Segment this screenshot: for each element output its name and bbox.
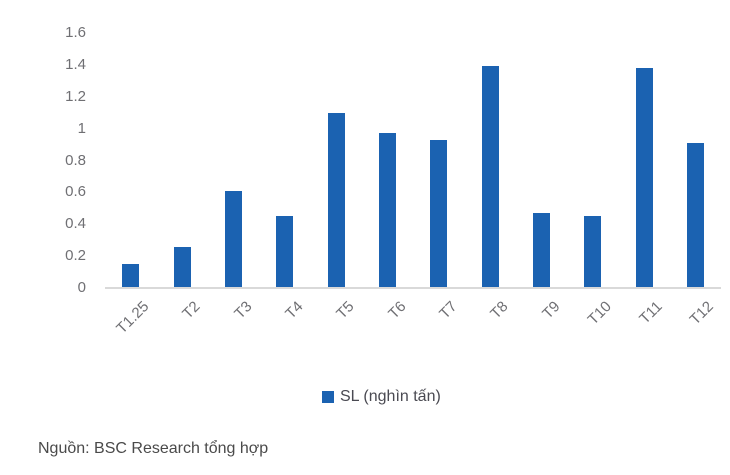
- y-axis-tick-label: 1.2: [65, 87, 86, 105]
- bar-T9: [532, 213, 550, 288]
- bar-T6: [378, 133, 396, 288]
- bar-T7: [430, 139, 448, 288]
- x-axis-label-T11: T11: [636, 298, 667, 328]
- y-axis-tick-label: 0.8: [65, 151, 86, 169]
- x-axis-label-T8: T8: [487, 298, 513, 323]
- x-axis-label-T12: T12: [687, 298, 718, 329]
- x-axis-label-T1.25: T1.25: [113, 298, 153, 338]
- source-note: Nguồn: BSC Research tổng hợp: [38, 440, 269, 457]
- x-axis-label-T4: T4: [282, 298, 307, 323]
- y-axis-tick-label: 1: [77, 119, 86, 137]
- y-axis-tick-label: 0.6: [65, 183, 86, 201]
- x-axis-label-T9: T9: [538, 298, 564, 323]
- x-axis-line: [105, 287, 721, 289]
- legend-series-label: SL (nghìn tấn): [340, 388, 441, 405]
- y-axis-tick-label: 1.4: [65, 55, 86, 73]
- bar-T2: [173, 246, 191, 288]
- legend-swatch-icon: [322, 391, 334, 403]
- legend: SL (nghìn tấn): [322, 388, 441, 406]
- y-axis-tick-label: 0.4: [65, 215, 86, 233]
- bar-T12: [686, 142, 704, 288]
- bar-T8: [481, 66, 499, 288]
- bar-T3: [224, 190, 242, 288]
- bar-T11: [635, 68, 653, 288]
- x-axis-label-T5: T5: [333, 298, 359, 323]
- x-axis-label-T7: T7: [436, 298, 461, 323]
- x-axis-label-T10: T10: [584, 298, 615, 329]
- y-axis-tick-label: 0: [77, 279, 86, 296]
- x-axis-label-T6: T6: [384, 298, 410, 323]
- y-axis-tick-label: 1.6: [65, 24, 86, 41]
- bar-T4: [276, 216, 294, 288]
- y-axis-tick-label: 0.2: [65, 247, 86, 265]
- x-axis-label-T3: T3: [230, 298, 256, 323]
- bar-T5: [327, 112, 345, 288]
- bar-T1.25: [122, 264, 140, 288]
- x-axis-label-T2: T2: [179, 298, 205, 323]
- bar-T10: [584, 216, 602, 288]
